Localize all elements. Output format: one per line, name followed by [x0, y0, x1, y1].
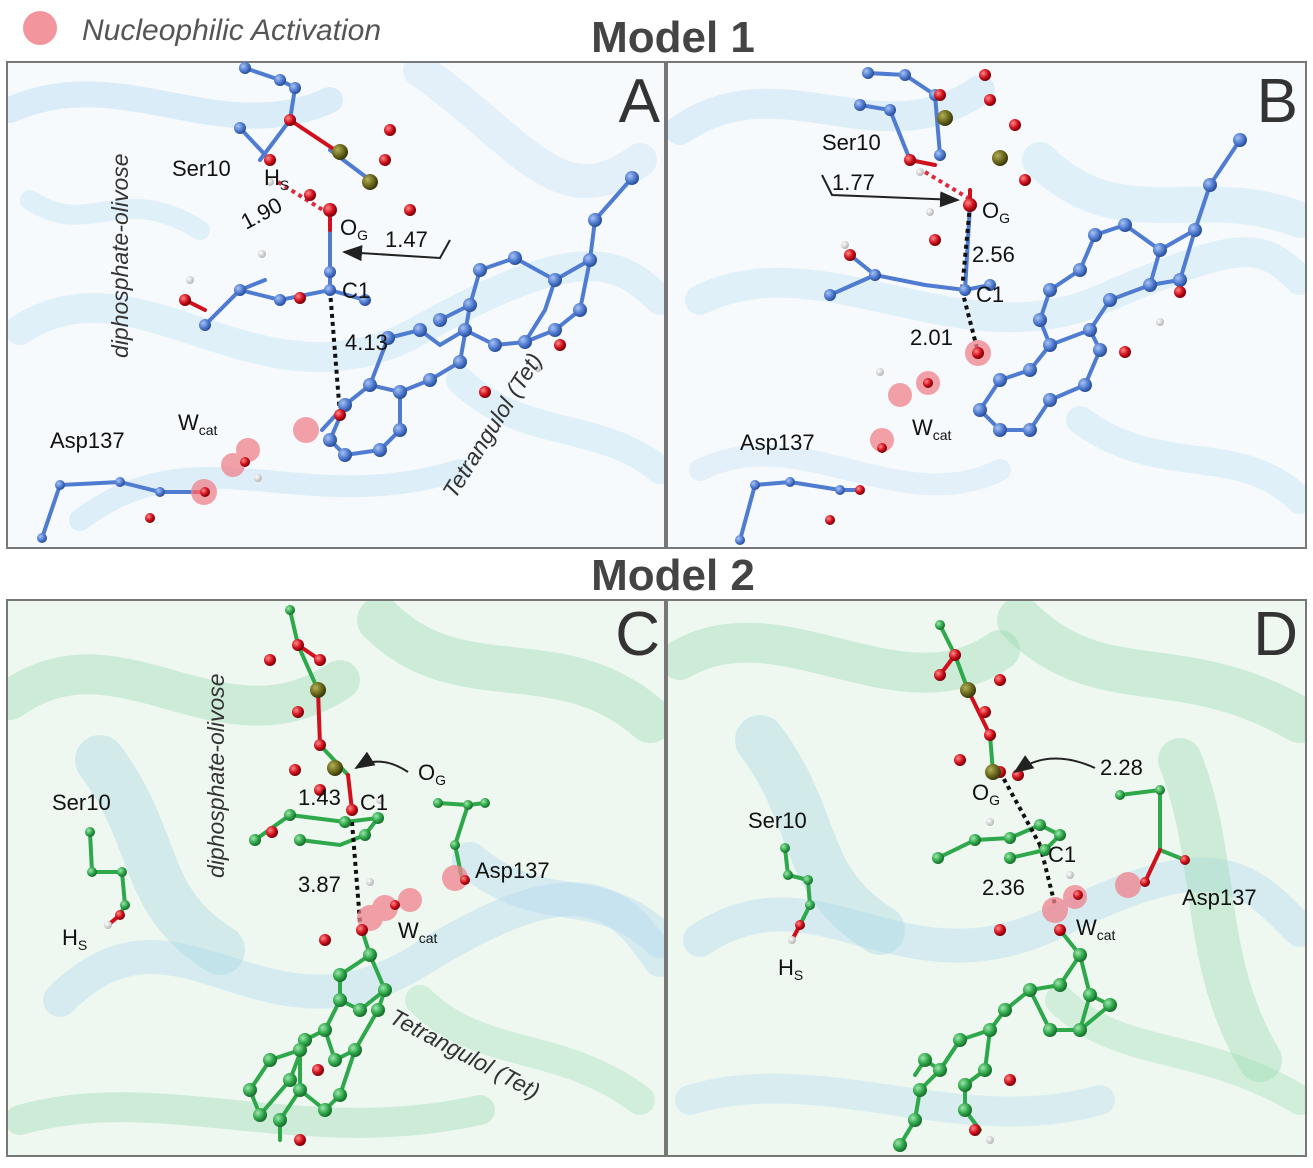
panel-b-c1-label: C1	[976, 282, 1004, 307]
panel-a-asp137-label: Asp137	[50, 428, 125, 453]
panel-a-ser10-label: Ser10	[172, 156, 231, 181]
panel-a-frame	[6, 61, 666, 549]
panel-a-dist-og-c1: 1.47	[385, 227, 428, 252]
panel-d-arrow	[1013, 755, 1096, 774]
panel-c-protein-ribbons	[7, 600, 665, 1138]
panel-a-sugar-label: diphosphate-olivose	[107, 153, 133, 358]
panel-a-letter: A	[619, 67, 661, 136]
nucleophilic-activation-marker	[23, 11, 57, 45]
panel-d-asp137-label: Asp137	[1182, 885, 1257, 910]
panel-c-ser10-label: Ser10	[52, 790, 111, 815]
panel-c-dist-c1-tet: 3.87	[298, 872, 341, 897]
panel-c-sugar-label: diphosphate-olivose	[203, 673, 229, 878]
panel-b-og-label: OG	[982, 198, 1010, 226]
panel-a-og-label: OG	[340, 215, 368, 243]
panel-c-c1-label: C1	[360, 790, 388, 815]
panel-d-dist-c1-tet: 2.36	[982, 875, 1025, 900]
legend: Nucleophilic Activation	[23, 11, 381, 47]
panel-b-frame	[666, 61, 1307, 549]
panel-a-dist-c1-tet: 4.13	[345, 330, 388, 355]
panel-a-c1-label: C1	[342, 278, 370, 303]
panel-d: D	[666, 599, 1307, 1157]
panel-a: A	[6, 61, 666, 549]
panel-d-hs-label: HS	[778, 955, 803, 983]
panel-b-hbond	[923, 170, 970, 200]
panel-c: C	[6, 599, 666, 1157]
panel-b-letter: B	[1257, 67, 1298, 136]
panel-b-dist-hs-og: 1.77	[832, 170, 875, 195]
panel-b-atoms	[735, 67, 1247, 545]
panel-d-letter: D	[1253, 600, 1298, 669]
panel-c-dist-og-c1: 1.43	[298, 785, 341, 810]
panel-b-arrow	[821, 174, 960, 208]
legend-label: Nucleophilic Activation	[82, 14, 381, 47]
panel-b-ser10-label: Ser10	[822, 130, 881, 155]
panel-d-dist-og-c1: 2.28	[1100, 755, 1143, 780]
panel-c-asp137-label: Asp137	[475, 858, 550, 883]
panel-c-c1-tet-distance	[350, 821, 362, 923]
panel-b-c1-tet-distance	[960, 289, 980, 353]
panel-c-atoms	[85, 605, 490, 1146]
panel-c-frame	[6, 599, 666, 1157]
panel-c-hs-label: HS	[62, 925, 87, 953]
panel-a-atoms	[37, 62, 639, 543]
panel-c-og-label: OG	[418, 760, 446, 788]
panel-c-arrow	[354, 751, 409, 773]
panel-b: B	[666, 61, 1307, 549]
panel-d-ser10-label: Ser10	[748, 808, 807, 833]
panel-d-og-label: OG	[972, 780, 1000, 808]
panel-b-asp137-label: Asp137	[740, 430, 815, 455]
panel-a-hs-label: HS	[264, 165, 289, 193]
panel-b-wcat-label: Wcat	[912, 415, 952, 443]
panel-c-letter: C	[615, 600, 660, 669]
panel-c-wcat-label: Wcat	[398, 918, 438, 946]
panel-a-c1-tet-distance	[328, 289, 342, 416]
panel-b-dist-c1-tet: 2.01	[910, 325, 953, 350]
panel-a-wcat-label: Wcat	[178, 410, 218, 438]
panel-d-wcat-label: Wcat	[1076, 915, 1116, 943]
panel-a-arrow	[342, 239, 451, 262]
model-1-title: Model 1	[591, 13, 755, 62]
panel-b-dist-og-c1: 2.56	[972, 242, 1015, 267]
model-2-title: Model 2	[591, 551, 755, 600]
panel-b-og-c1-distance	[960, 204, 972, 291]
panel-b-protein-ribbons	[667, 75, 1306, 514]
panel-d-og-c1-distance	[998, 771, 1042, 846]
panel-d-atoms	[780, 620, 1190, 1152]
panel-a-hbond	[276, 180, 328, 214]
panel-d-c1-label: C1	[1048, 842, 1076, 867]
panel-d-frame	[666, 599, 1307, 1157]
panel-b-activation-markers	[870, 340, 991, 452]
